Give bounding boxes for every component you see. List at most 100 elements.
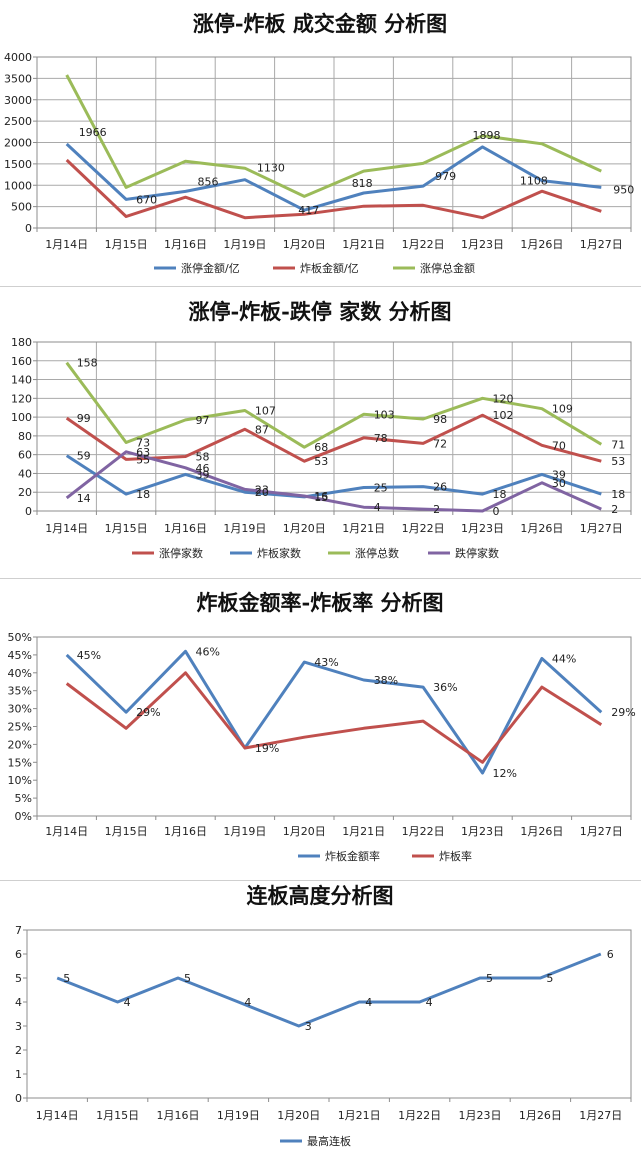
data-label: 1966	[79, 126, 107, 139]
x-tick-label: 1月22日	[402, 238, 445, 251]
y-tick-label: 20	[18, 486, 32, 499]
data-label: 70	[552, 439, 566, 452]
x-tick-label: 1月14日	[36, 1109, 79, 1122]
data-label: 5	[63, 972, 70, 985]
data-label: 19%	[255, 742, 279, 755]
x-tick-label: 1月26日	[520, 522, 563, 535]
data-label: 45%	[77, 649, 101, 662]
x-tick-label: 1月21日	[338, 1109, 381, 1122]
x-tick-label: 1月22日	[402, 825, 445, 838]
data-label: 39	[196, 468, 210, 481]
series-line	[65, 74, 602, 198]
divider	[0, 286, 641, 287]
data-label: 20	[255, 486, 269, 499]
data-label: 2	[611, 503, 618, 516]
series-line	[65, 361, 603, 449]
x-tick-label: 1月19日	[223, 522, 266, 535]
data-label: 4	[426, 996, 433, 1009]
y-tick-label: 3500	[4, 72, 32, 85]
data-label: 68	[314, 441, 328, 454]
x-tick-label: 1月27日	[579, 1109, 622, 1122]
data-label: 417	[298, 204, 319, 217]
data-label: 2	[433, 503, 440, 516]
x-tick-label: 1月26日	[520, 238, 563, 251]
y-tick-label: 1000	[4, 179, 32, 192]
data-label: 46%	[196, 645, 220, 658]
data-label: 14	[77, 492, 91, 505]
data-label: 99	[77, 412, 91, 425]
legend-label: 炸板家数	[257, 546, 301, 560]
data-label: 1108	[520, 175, 548, 188]
legend-label: 跌停家数	[455, 546, 499, 560]
y-tick-label: 4	[15, 996, 22, 1009]
x-tick-label: 1月22日	[398, 1109, 441, 1122]
data-label: 78	[374, 432, 388, 445]
y-tick-label: 5	[15, 972, 22, 985]
divider	[0, 578, 641, 579]
data-label: 3	[305, 1020, 312, 1033]
x-tick-label: 1月20日	[283, 238, 326, 251]
legend-label: 涨停总数	[355, 546, 399, 560]
series-line	[65, 450, 602, 513]
x-tick-label: 1月14日	[45, 238, 88, 251]
data-label: 18	[136, 488, 150, 501]
y-tick-label: 3	[15, 1020, 22, 1033]
chart-panel-height: 连板高度分析图 0 1 2 3 4 5 6 7 1月14日 1月15日 1月16日 1月19日 1月20日…	[0, 881, 641, 1164]
legend-label: 炸板率	[439, 849, 472, 863]
data-label: 97	[196, 414, 210, 427]
data-label: 53	[611, 455, 625, 468]
y-tick-label: 0%	[15, 810, 32, 823]
x-tick-label: 1月15日	[96, 1109, 139, 1122]
data-label: 58	[196, 451, 210, 464]
data-label: 25	[374, 482, 388, 495]
data-label: 18	[611, 488, 625, 501]
data-label: 87	[255, 423, 269, 436]
chart-title: 炸板金额率-炸板率 分析图	[196, 590, 443, 615]
series-line	[65, 671, 603, 764]
y-tick-label: 5%	[15, 792, 32, 805]
x-tick-label: 1月16日	[164, 522, 207, 535]
y-tick-label: 180	[11, 336, 32, 349]
y-tick-label: 140	[11, 374, 32, 387]
x-tick-label: 1月22日	[402, 522, 445, 535]
legend-label: 最高连板	[307, 1134, 351, 1148]
data-label: 30	[552, 477, 566, 490]
data-label: 158	[77, 357, 98, 370]
x-tick-label: 1月16日	[157, 1109, 200, 1122]
data-label: 72	[433, 437, 447, 450]
y-tick-label: 30%	[8, 703, 32, 716]
data-label: 23	[255, 483, 269, 496]
chart-panel-count: 涨停-炸板-跌停 家数 分析图 0 20 40 60 80 100 120 140 160 180 1…	[0, 287, 641, 577]
series-line	[56, 952, 602, 1028]
data-label: 979	[435, 170, 456, 183]
data-label: 6	[607, 948, 614, 961]
data-label: 5	[546, 972, 553, 985]
data-label: 1898	[473, 129, 501, 142]
y-tick-label: 2000	[4, 137, 32, 150]
data-label: 38%	[374, 674, 398, 687]
y-tick-label: 3000	[4, 94, 32, 107]
x-tick-label: 1月16日	[164, 825, 207, 838]
y-tick-label: 35%	[8, 685, 32, 698]
data-label: 120	[493, 392, 514, 405]
data-label: 5	[184, 972, 191, 985]
data-label: 4	[374, 501, 381, 514]
data-label: 59	[77, 450, 91, 463]
chart-title: 涨停-炸板-跌停 家数 分析图	[188, 299, 451, 324]
y-tick-label: 0	[15, 1092, 22, 1105]
x-tick-label: 1月23日	[461, 825, 504, 838]
data-label: 73	[136, 436, 150, 449]
data-label: 107	[255, 405, 276, 418]
chart-title: 涨停-炸板 成交金额 分析图	[193, 11, 447, 36]
y-tick-label: 4000	[4, 51, 32, 64]
x-tick-label: 1月23日	[461, 238, 504, 251]
y-tick-label: 0	[25, 505, 32, 518]
x-tick-label: 1月20日	[283, 522, 326, 535]
data-label: 46	[196, 462, 210, 475]
y-tick-label: 60	[18, 449, 32, 462]
data-label: 12%	[493, 767, 517, 780]
data-label: 0	[493, 505, 500, 518]
x-tick-label: 1月26日	[519, 1109, 562, 1122]
x-tick-label: 1月23日	[461, 522, 504, 535]
